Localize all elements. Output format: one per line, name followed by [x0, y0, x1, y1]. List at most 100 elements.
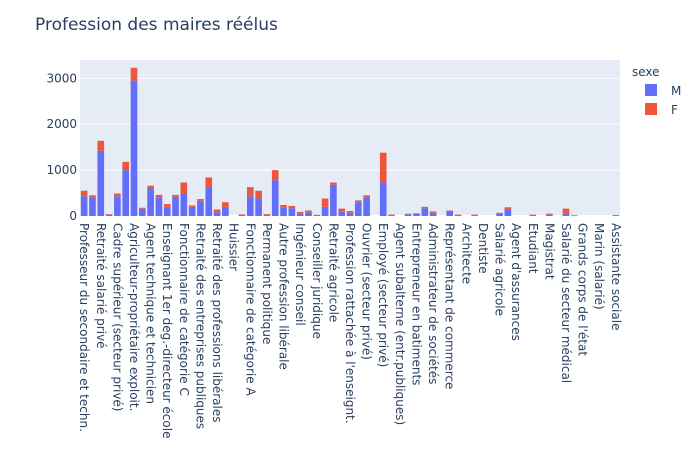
- bar-m[interactable]: [388, 215, 395, 216]
- bar-m[interactable]: [97, 150, 105, 216]
- bar-m[interactable]: [138, 208, 146, 216]
- x-tick-label: Magistrat: [542, 223, 556, 280]
- bar-m[interactable]: [330, 184, 337, 216]
- bar-m[interactable]: [504, 210, 512, 216]
- bar-f[interactable]: [147, 185, 154, 189]
- bar-f[interactable]: [180, 182, 188, 194]
- x-tick-label: Dentiste: [476, 223, 490, 274]
- bar-f[interactable]: [122, 161, 130, 171]
- bar-f[interactable]: [338, 208, 346, 212]
- bar-m[interactable]: [496, 213, 503, 216]
- x-tick-label: Représentant de commerce: [443, 223, 457, 389]
- bar-m[interactable]: [114, 196, 121, 216]
- bar-m[interactable]: [346, 212, 354, 216]
- bar-m[interactable]: [163, 206, 171, 216]
- x-tick-label: Architecte: [459, 223, 473, 284]
- bar-m[interactable]: [172, 196, 179, 216]
- bar-f[interactable]: [97, 140, 105, 151]
- bar-f[interactable]: [379, 152, 387, 183]
- bar-f[interactable]: [321, 198, 329, 207]
- bar-m[interactable]: [404, 214, 412, 216]
- bar-m[interactable]: [147, 188, 154, 216]
- bar-f[interactable]: [496, 212, 503, 214]
- bar-f[interactable]: [197, 199, 204, 201]
- bar-m[interactable]: [188, 206, 196, 216]
- bar-m[interactable]: [197, 200, 204, 216]
- bar-m[interactable]: [413, 213, 420, 216]
- bar-f[interactable]: [363, 195, 370, 198]
- bar-f[interactable]: [138, 207, 146, 209]
- legend-swatch-f[interactable]: [645, 103, 657, 115]
- bar-m[interactable]: [446, 211, 454, 216]
- x-tick-label: Etudiant: [526, 223, 540, 274]
- bar-m[interactable]: [155, 197, 163, 216]
- y-axis-ticks: 0 1000 2000 3000: [46, 71, 77, 223]
- x-tick-label: Autre profession libérale: [277, 223, 291, 370]
- bar-m[interactable]: [429, 212, 437, 216]
- bar-f[interactable]: [296, 211, 304, 214]
- bar-m[interactable]: [321, 206, 329, 216]
- bar-m[interactable]: [130, 80, 138, 216]
- bar-m[interactable]: [305, 212, 312, 216]
- bar-m[interactable]: [255, 198, 262, 216]
- bar-f[interactable]: [271, 170, 279, 181]
- bar-f[interactable]: [421, 206, 429, 209]
- x-tick-label: Enseignant 1er deg.-directeur école: [160, 223, 174, 438]
- bar-f[interactable]: [89, 195, 96, 198]
- bar-m[interactable]: [562, 213, 570, 216]
- bar-m[interactable]: [80, 196, 88, 216]
- bar-m[interactable]: [271, 180, 279, 216]
- bar-f[interactable]: [222, 202, 229, 207]
- bar-m[interactable]: [546, 214, 553, 216]
- bar-m[interactable]: [246, 196, 254, 216]
- bar-f[interactable]: [346, 210, 354, 213]
- bar-m[interactable]: [288, 208, 296, 216]
- bar-f[interactable]: [288, 205, 296, 209]
- bars-group: [80, 67, 620, 216]
- bar-f[interactable]: [280, 204, 287, 208]
- bar-f[interactable]: [354, 200, 362, 203]
- bar-m[interactable]: [238, 214, 246, 216]
- bar-f[interactable]: [246, 187, 254, 197]
- bar-m[interactable]: [379, 182, 387, 216]
- bar-f[interactable]: [263, 214, 271, 216]
- bar-f[interactable]: [330, 182, 337, 185]
- bar-m[interactable]: [89, 197, 96, 216]
- bar-f[interactable]: [213, 209, 221, 213]
- bar-f[interactable]: [130, 67, 138, 81]
- bar-f[interactable]: [80, 190, 88, 197]
- bar-m[interactable]: [105, 214, 113, 216]
- bar-m[interactable]: [280, 207, 287, 216]
- bar-f[interactable]: [188, 205, 196, 207]
- bar-f[interactable]: [305, 210, 312, 213]
- bar-f[interactable]: [255, 190, 262, 199]
- bar-m[interactable]: [222, 206, 229, 216]
- bar-m[interactable]: [529, 215, 537, 216]
- bar-f[interactable]: [429, 211, 437, 213]
- bar-m[interactable]: [471, 215, 478, 216]
- bar-m[interactable]: [363, 197, 370, 216]
- legend-label-f: F: [671, 103, 678, 117]
- bar-m[interactable]: [296, 213, 304, 216]
- bar-m[interactable]: [421, 208, 429, 216]
- bar-f[interactable]: [562, 208, 570, 214]
- bar-f[interactable]: [114, 193, 121, 197]
- bar-f[interactable]: [546, 213, 553, 215]
- bar-m[interactable]: [354, 202, 362, 216]
- bar-f[interactable]: [612, 215, 620, 216]
- bar-f[interactable]: [504, 207, 512, 211]
- bar-m[interactable]: [180, 193, 188, 216]
- bar-m[interactable]: [213, 212, 221, 216]
- bar-m[interactable]: [263, 215, 271, 216]
- bar-m[interactable]: [454, 215, 462, 216]
- bar-f[interactable]: [163, 204, 171, 207]
- bar-m[interactable]: [313, 215, 321, 216]
- bar-m[interactable]: [338, 211, 346, 216]
- bar-m[interactable]: [205, 187, 213, 216]
- bar-f[interactable]: [172, 194, 179, 197]
- bar-m[interactable]: [122, 170, 130, 216]
- bar-f[interactable]: [446, 210, 454, 212]
- bar-f[interactable]: [155, 194, 163, 198]
- legend-swatch-m[interactable]: [645, 84, 657, 96]
- bar-f[interactable]: [205, 177, 213, 188]
